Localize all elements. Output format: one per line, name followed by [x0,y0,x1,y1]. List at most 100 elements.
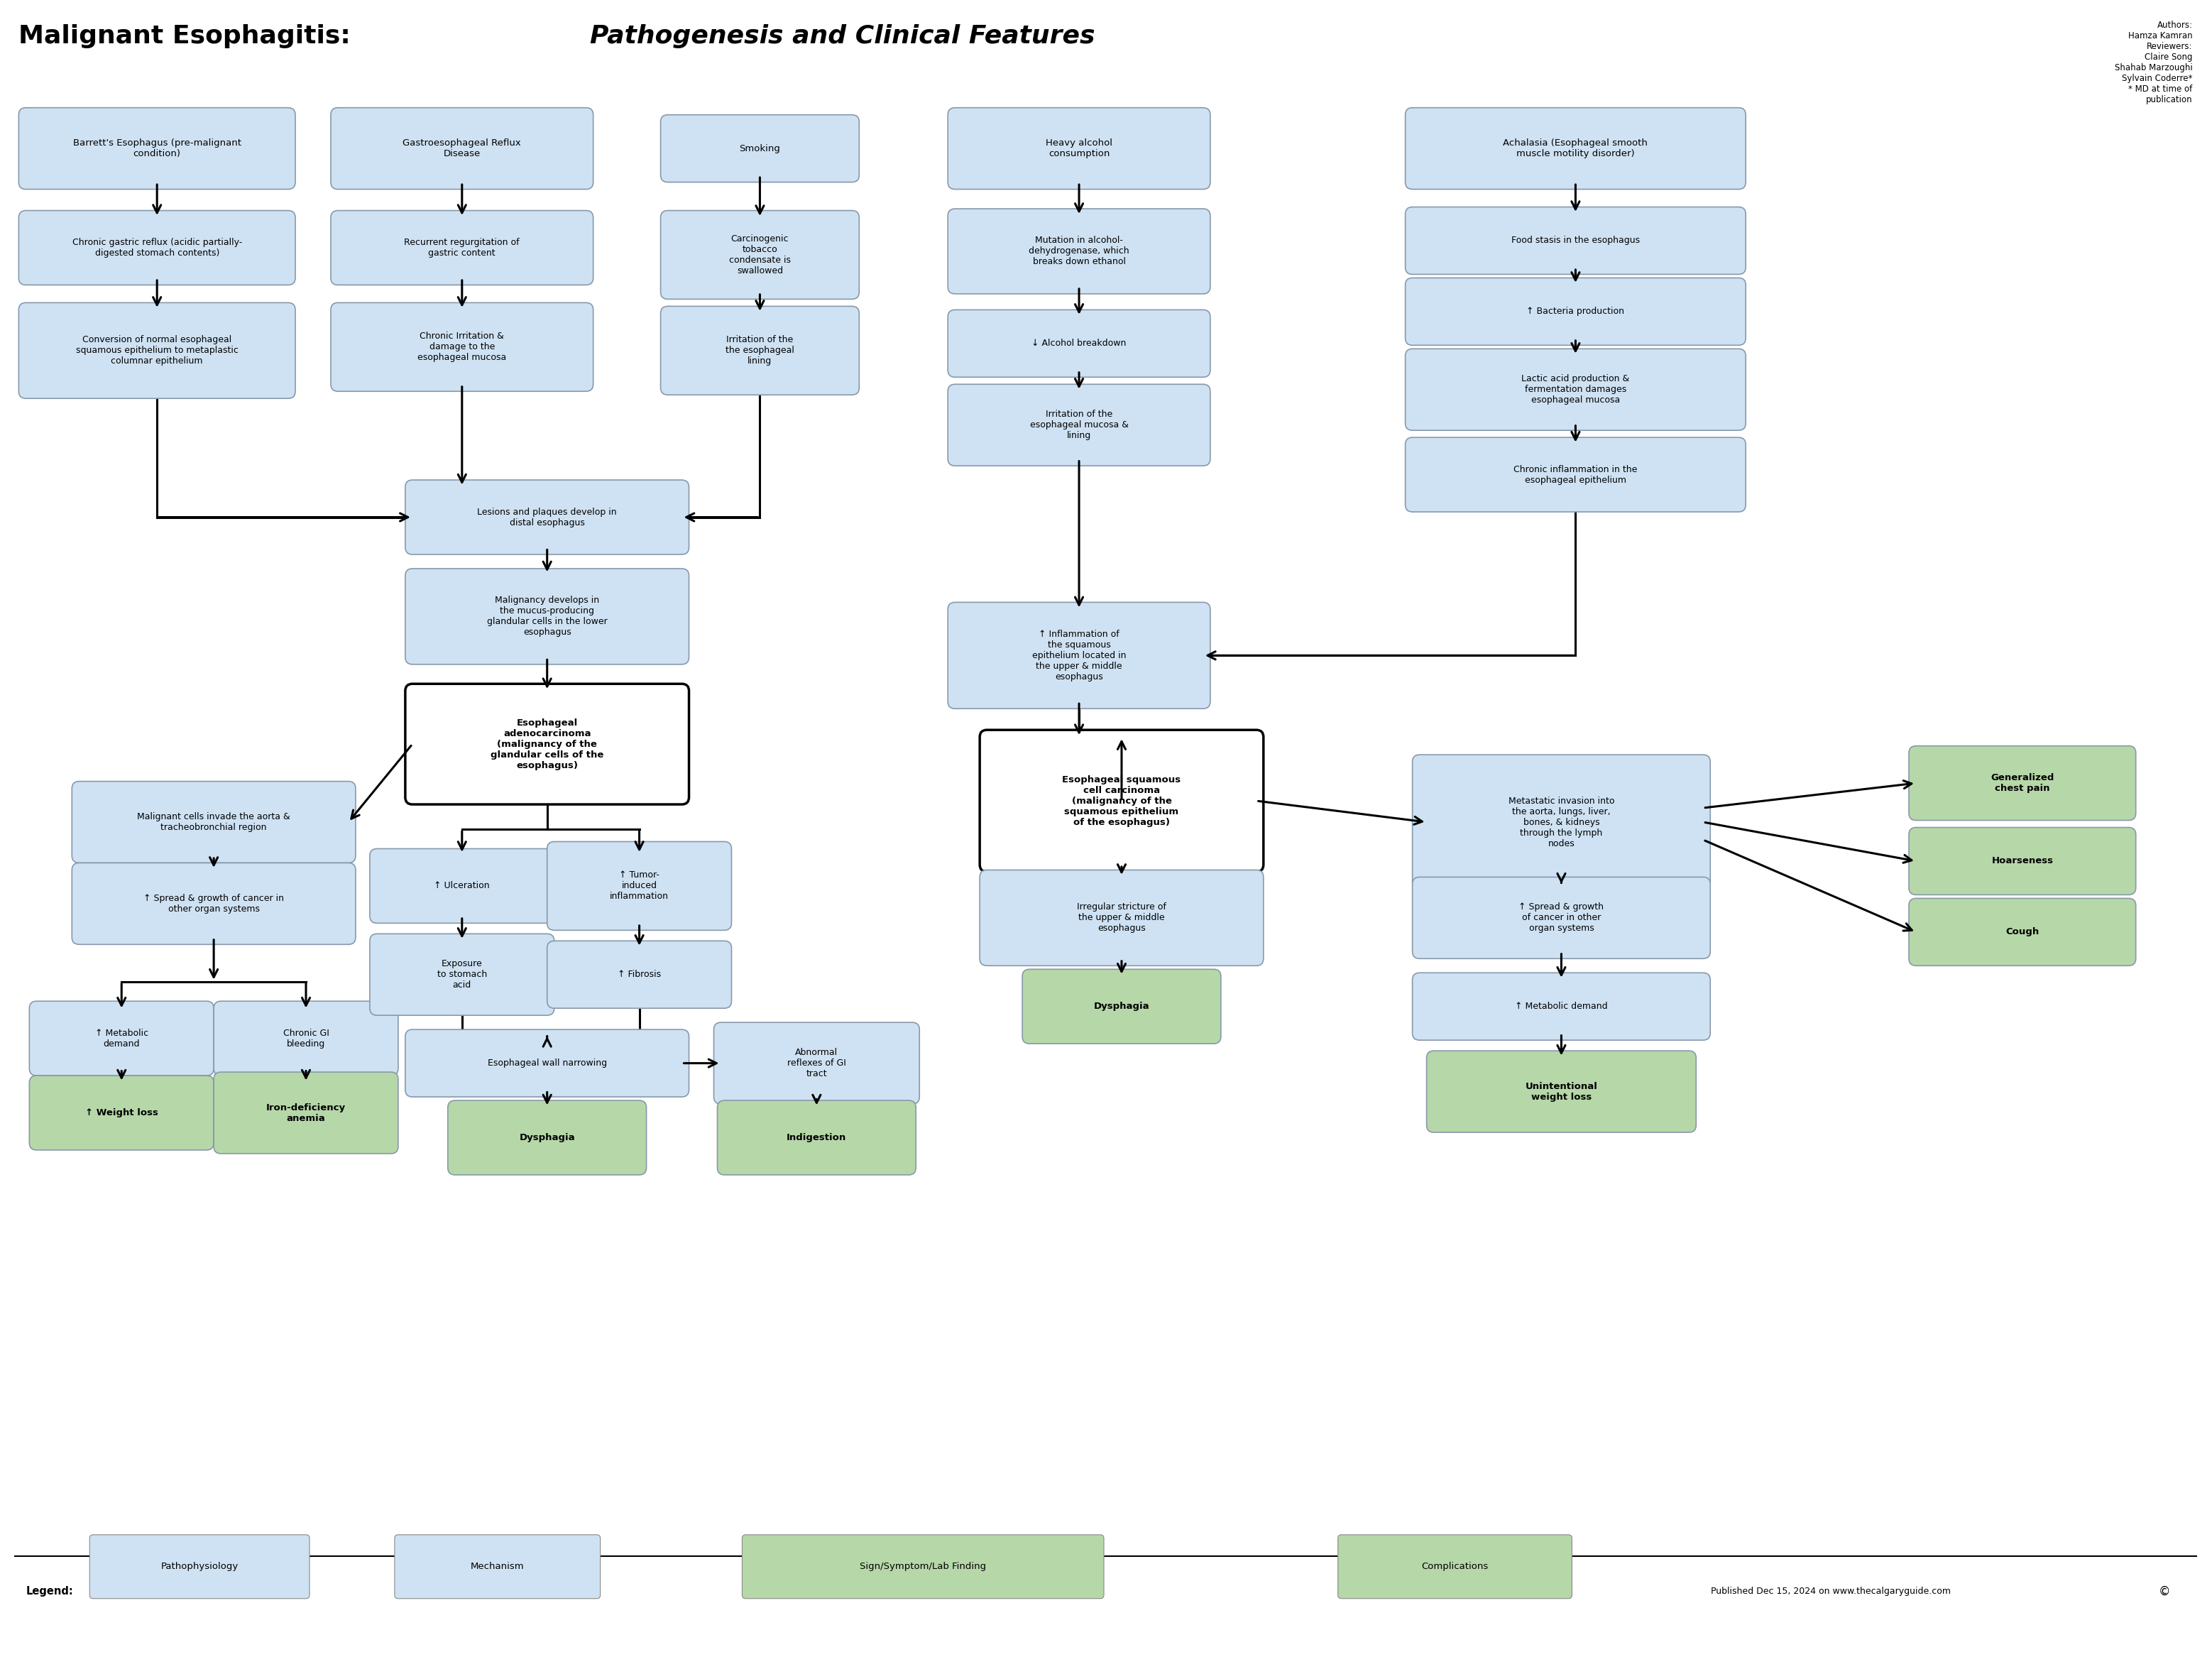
FancyBboxPatch shape [1427,1051,1697,1132]
Text: Generalized
chest pain: Generalized chest pain [1991,773,2055,793]
Text: Achalasia (Esophageal smooth
muscle motility disorder): Achalasia (Esophageal smooth muscle moti… [1504,139,1648,159]
FancyBboxPatch shape [947,310,1210,377]
Text: Chronic inflammation in the
esophageal epithelium: Chronic inflammation in the esophageal e… [1513,465,1637,484]
Text: Irritation of the
esophageal mucosa &
lining: Irritation of the esophageal mucosa & li… [1031,410,1128,440]
Text: Dysphagia: Dysphagia [520,1133,575,1142]
Text: Food stasis in the esophagus: Food stasis in the esophagus [1511,236,1639,246]
FancyBboxPatch shape [332,211,593,285]
Text: Legend:: Legend: [27,1587,73,1597]
FancyBboxPatch shape [1909,747,2137,820]
FancyBboxPatch shape [743,1535,1104,1599]
Text: Abnormal
reflexes of GI
tract: Abnormal reflexes of GI tract [787,1048,845,1078]
Text: ↑ Spread & growth
of cancer in other
organ systems: ↑ Spread & growth of cancer in other org… [1520,902,1604,932]
Text: Lesions and plaques develop in
distal esophagus: Lesions and plaques develop in distal es… [478,507,617,527]
FancyBboxPatch shape [1405,348,1745,430]
Text: ↑ Tumor-
induced
inflammation: ↑ Tumor- induced inflammation [611,870,668,901]
Text: Iron-deficiency
anemia: Iron-deficiency anemia [265,1103,345,1123]
FancyBboxPatch shape [215,1001,398,1076]
Text: Malignant Esophagitis:: Malignant Esophagitis: [18,25,361,49]
FancyBboxPatch shape [1413,755,1710,889]
FancyBboxPatch shape [73,782,356,862]
FancyBboxPatch shape [405,569,688,665]
Text: ↑ Ulceration: ↑ Ulceration [434,881,489,891]
Text: Irregular stricture of
the upper & middle
esophagus: Irregular stricture of the upper & middl… [1077,902,1166,932]
Text: Carcinogenic
tobacco
condensate is
swallowed: Carcinogenic tobacco condensate is swall… [730,234,790,276]
Text: Chronic gastric reflux (acidic partially-
digested stomach contents): Chronic gastric reflux (acidic partially… [73,238,241,258]
FancyBboxPatch shape [714,1023,920,1103]
Text: Authors:
Hamza Kamran
Reviewers:
Claire Song
Shahab Marzoughi
Sylvain Coderre*
*: Authors: Hamza Kamran Reviewers: Claire … [2115,20,2192,104]
FancyBboxPatch shape [1413,877,1710,959]
Text: Indigestion: Indigestion [787,1133,847,1142]
FancyBboxPatch shape [947,603,1210,708]
FancyBboxPatch shape [369,934,555,1016]
Text: ↑ Bacteria production: ↑ Bacteria production [1526,306,1624,316]
Text: Dysphagia: Dysphagia [1093,1001,1150,1011]
FancyBboxPatch shape [546,941,732,1008]
Text: Malignant cells invade the aorta &
tracheobronchial region: Malignant cells invade the aorta & trach… [137,812,290,832]
Text: Exposure
to stomach
acid: Exposure to stomach acid [438,959,487,989]
FancyBboxPatch shape [661,306,858,395]
FancyBboxPatch shape [1405,208,1745,275]
Text: ↓ Alcohol breakdown: ↓ Alcohol breakdown [1031,338,1126,348]
Text: Pathophysiology: Pathophysiology [161,1562,239,1572]
Text: Chronic Irritation &
damage to the
esophageal mucosa: Chronic Irritation & damage to the esoph… [418,331,507,362]
Text: Malignancy develops in
the mucus-producing
glandular cells in the lower
esophagu: Malignancy develops in the mucus-produci… [487,596,608,638]
Text: Complications: Complications [1422,1562,1489,1572]
Text: Conversion of normal esophageal
squamous epithelium to metaplastic
columnar epit: Conversion of normal esophageal squamous… [75,335,239,367]
Text: Recurrent regurgitation of
gastric content: Recurrent regurgitation of gastric conte… [405,238,520,258]
FancyBboxPatch shape [1405,107,1745,189]
FancyBboxPatch shape [947,385,1210,465]
FancyBboxPatch shape [1413,973,1710,1040]
FancyBboxPatch shape [447,1100,646,1175]
Text: Unintentional
weight loss: Unintentional weight loss [1526,1081,1597,1101]
FancyBboxPatch shape [980,730,1263,872]
Text: Smoking: Smoking [739,144,781,152]
FancyBboxPatch shape [18,303,296,398]
FancyBboxPatch shape [405,480,688,554]
FancyBboxPatch shape [18,211,296,285]
FancyBboxPatch shape [717,1100,916,1175]
FancyBboxPatch shape [29,1001,215,1076]
FancyBboxPatch shape [394,1535,599,1599]
Text: ↑ Weight loss: ↑ Weight loss [84,1108,157,1118]
Text: ↑ Metabolic demand: ↑ Metabolic demand [1515,1001,1608,1011]
FancyBboxPatch shape [1909,827,2137,896]
Text: Esophageal wall narrowing: Esophageal wall narrowing [487,1058,606,1068]
FancyBboxPatch shape [91,1535,310,1599]
Text: Published Dec 15, 2024 on www.thecalgaryguide.com: Published Dec 15, 2024 on www.thecalgary… [1710,1587,1951,1595]
Text: Chronic GI
bleeding: Chronic GI bleeding [283,1028,330,1048]
FancyBboxPatch shape [947,107,1210,189]
Text: Pathogenesis and Clinical Features: Pathogenesis and Clinical Features [591,25,1095,49]
Text: Mutation in alcohol-
dehydrogenase, which
breaks down ethanol: Mutation in alcohol- dehydrogenase, whic… [1029,236,1130,266]
Text: Mechanism: Mechanism [471,1562,524,1572]
Text: ©: © [2159,1585,2170,1599]
FancyBboxPatch shape [661,116,858,182]
FancyBboxPatch shape [369,849,555,922]
FancyBboxPatch shape [1405,437,1745,512]
FancyBboxPatch shape [1405,278,1745,345]
Text: Esophageal squamous
cell carcinoma
(malignancy of the
squamous epithelium
of the: Esophageal squamous cell carcinoma (mali… [1062,775,1181,827]
FancyBboxPatch shape [546,842,732,931]
FancyBboxPatch shape [1338,1535,1573,1599]
Text: Sign/Symptom/Lab Finding: Sign/Symptom/Lab Finding [860,1562,987,1572]
Text: Esophageal
adenocarcinoma
(malignancy of the
glandular cells of the
esophagus): Esophageal adenocarcinoma (malignancy of… [491,718,604,770]
FancyBboxPatch shape [215,1071,398,1153]
FancyBboxPatch shape [980,870,1263,966]
FancyBboxPatch shape [1022,969,1221,1043]
FancyBboxPatch shape [332,107,593,189]
Text: Hoarseness: Hoarseness [1991,857,2053,865]
Text: ↑ Metabolic
demand: ↑ Metabolic demand [95,1028,148,1048]
FancyBboxPatch shape [18,107,296,189]
FancyBboxPatch shape [405,685,688,805]
FancyBboxPatch shape [332,303,593,392]
Text: ↑ Inflammation of
the squamous
epithelium located in
the upper & middle
esophagu: ↑ Inflammation of the squamous epitheliu… [1033,629,1126,681]
Text: Metastatic invasion into
the aorta, lungs, liver,
bones, & kidneys
through the l: Metastatic invasion into the aorta, lung… [1509,797,1615,849]
Text: ↑ Spread & growth of cancer in
other organ systems: ↑ Spread & growth of cancer in other org… [144,894,283,914]
Text: Lactic acid production &
fermentation damages
esophageal mucosa: Lactic acid production & fermentation da… [1522,375,1630,405]
Text: Irritation of the
the esophageal
lining: Irritation of the the esophageal lining [726,335,794,367]
FancyBboxPatch shape [947,209,1210,295]
Text: Cough: Cough [2006,927,2039,937]
FancyBboxPatch shape [1909,899,2137,966]
FancyBboxPatch shape [73,862,356,944]
FancyBboxPatch shape [661,211,858,300]
